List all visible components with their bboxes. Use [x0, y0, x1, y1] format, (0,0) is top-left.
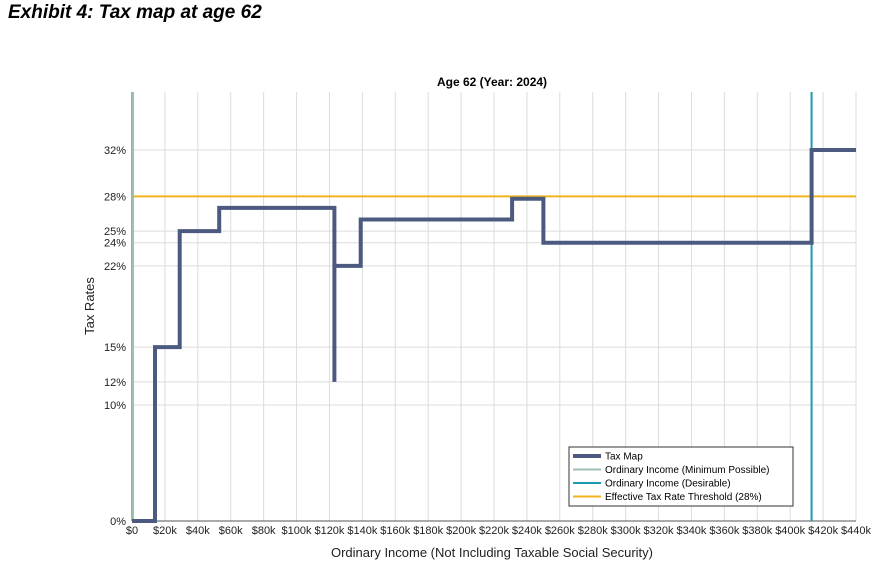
x-tick-label: $420k: [808, 525, 838, 537]
x-tick-label: $380k: [742, 525, 772, 537]
y-tick-label: 28%: [104, 191, 126, 203]
x-tick-label: $400k: [775, 525, 805, 537]
x-tick-label: $220k: [479, 525, 509, 537]
x-tick-label: $120k: [314, 525, 344, 537]
y-tick-label: 25%: [104, 226, 126, 238]
x-tick-label: $360k: [709, 525, 739, 537]
tax-map-line: [132, 148, 856, 523]
x-tick-label: $40k: [186, 525, 210, 537]
legend: Tax Map Ordinary Income (Minimum Possible…: [568, 446, 794, 507]
chart-marks: [132, 92, 856, 523]
legend-entry: Ordinary Income (Minimum Possible): [605, 465, 770, 476]
x-tick-label: $140k: [347, 525, 377, 537]
x-tick-label: $20k: [153, 525, 177, 537]
chart-title: Age 62 (Year: 2024): [437, 75, 547, 89]
x-tick-label: $200k: [446, 525, 476, 537]
x-axis-label: Ordinary Income (Not Including Taxable S…: [331, 545, 653, 560]
x-tick-label: $160k: [380, 525, 410, 537]
legend-entry: Effective Tax Rate Threshold (28%): [605, 492, 762, 503]
y-tick-label: 15%: [104, 342, 126, 354]
y-tick-label: 24%: [104, 238, 126, 250]
x-tick-label: $100k: [282, 525, 312, 537]
tick-labels: $0 $20k $40k $60k $80k $100k $120k $140k $160k $1…: [104, 145, 872, 537]
x-tick-label: $260k: [545, 525, 575, 537]
x-tick-label: $60k: [219, 525, 243, 537]
x-tick-label: $80k: [252, 525, 276, 537]
x-tick-label: $340k: [676, 525, 706, 537]
x-tick-label: $280k: [578, 525, 608, 537]
legend-entry: Ordinary Income (Desirable): [605, 479, 731, 490]
y-tick-label: 32%: [104, 145, 126, 157]
x-tick-label: $440k: [841, 525, 871, 537]
x-tick-label: $180k: [413, 525, 443, 537]
legend-entry: Tax Map: [605, 452, 643, 463]
y-tick-label: 0%: [110, 516, 126, 528]
y-axis-label: Tax Rates: [82, 277, 97, 335]
x-tick-label: $320k: [644, 525, 674, 537]
x-tick-label: $300k: [611, 525, 641, 537]
y-tick-label: 10%: [104, 400, 126, 412]
legend-box: [568, 446, 794, 507]
y-tick-label: 12%: [104, 377, 126, 389]
exhibit-title: Exhibit 4: Tax map at age 62: [8, 2, 262, 23]
x-tick-label: $0: [126, 525, 138, 537]
x-tick-label: $240k: [512, 525, 542, 537]
y-tick-label: 22%: [104, 261, 126, 273]
